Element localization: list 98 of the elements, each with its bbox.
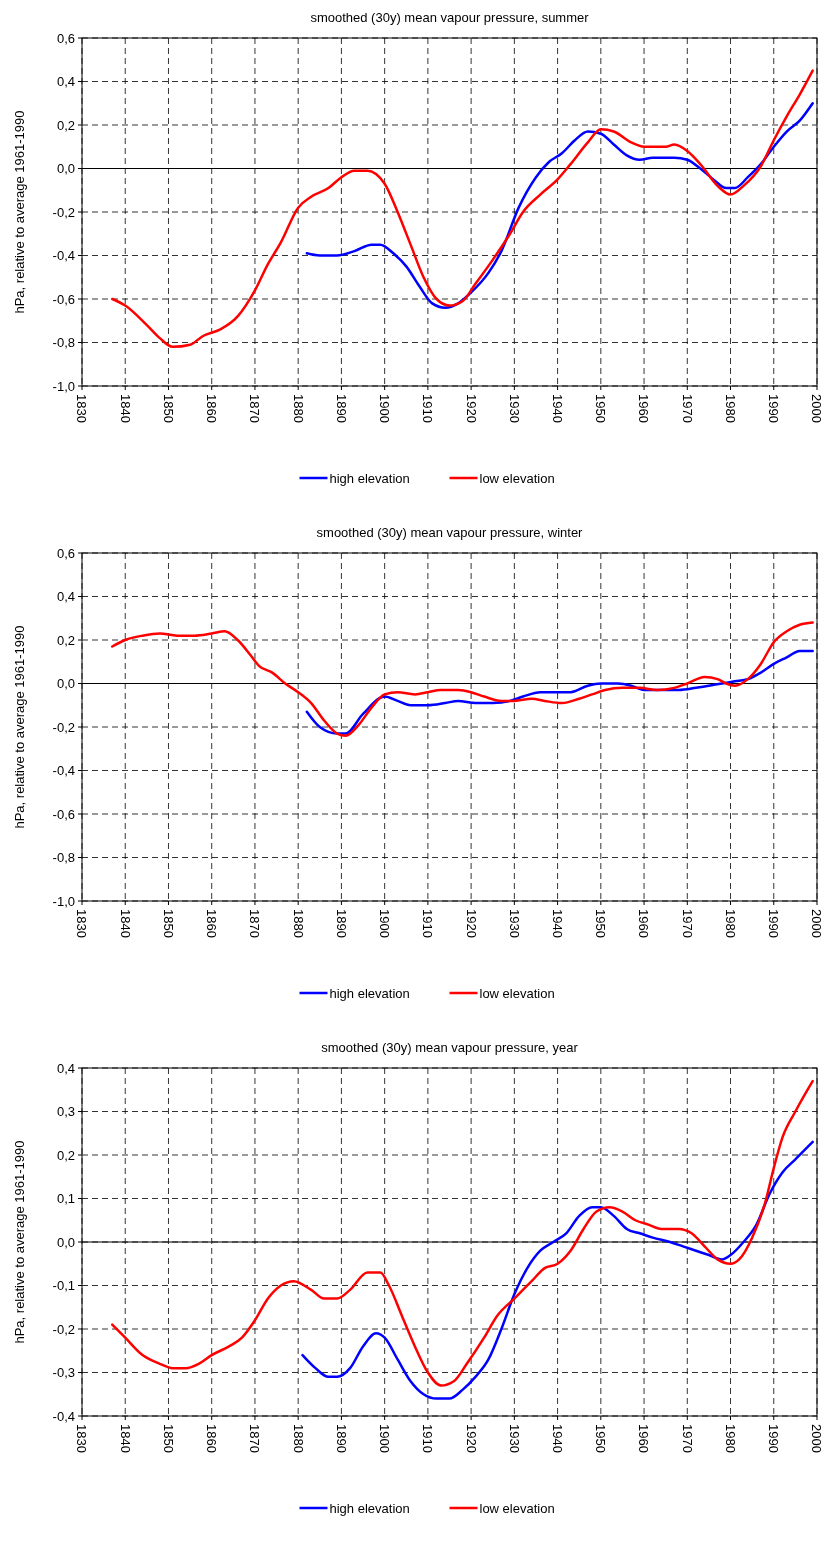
x-tick-label: 1840 [117,909,133,938]
line-series [305,649,814,735]
x-tick-label: 1850 [160,909,176,938]
y-tick-label: 0,6 [56,30,75,46]
legend-label: high elevation [329,1500,410,1516]
x-tick-label: 1930 [506,909,522,938]
y-tick-label: 0,0 [56,676,75,692]
y-tick-label: -0,4 [52,248,75,264]
y-tick-label: -0,6 [52,806,75,822]
x-tick-label: 1880 [290,394,306,423]
x-tick-label: 1830 [74,1424,90,1453]
x-tick-label: 1850 [160,1424,176,1453]
x-tick-label: 1950 [593,394,609,423]
legend-label: low elevation [479,470,555,486]
legend-label: low elevation [479,985,555,1001]
x-tick-label: 1960 [636,394,652,423]
y-tick-label: -0,2 [52,719,75,735]
x-tick-label: 1830 [74,394,90,423]
y-tick-label: 0,1 [56,1191,75,1207]
x-tick-label: 1940 [550,909,566,938]
line-series [111,1079,814,1387]
x-tick-label: 1870 [247,1424,263,1453]
x-tick-label: 2000 [809,909,825,938]
legend-label: high elevation [329,985,410,1001]
chart-title: smoothed (30y) mean vapour pressure, year [321,1040,579,1055]
y-axis-title: hPa, relative to average 1961-1990 [12,110,27,314]
y-tick-label: -0,4 [52,763,75,779]
y-tick-label: -0,6 [52,291,75,307]
x-tick-label: 1870 [247,394,263,423]
x-tick-label: 1920 [463,1424,479,1453]
x-tick-label: 1860 [204,394,220,423]
x-tick-label: 1910 [420,394,436,423]
x-tick-label: 1860 [204,1424,220,1453]
x-tick-label: 1900 [377,1424,393,1453]
y-tick-label: -0,1 [52,1278,75,1294]
y-tick-label: 0,2 [56,117,75,133]
y-tick-label: -0,8 [52,335,75,351]
x-tick-label: 1900 [377,394,393,423]
x-tick-label: 1850 [160,394,176,423]
x-tick-label: 1920 [463,394,479,423]
x-tick-label: 1940 [550,394,566,423]
x-tick-label: 1980 [722,909,738,938]
x-tick-label: 1930 [506,1424,522,1453]
x-tick-label: 1990 [766,909,782,938]
y-tick-label: 0,0 [56,161,75,177]
x-tick-label: 1830 [74,909,90,938]
y-tick-label: 0,4 [56,589,75,605]
chart-title: smoothed (30y) mean vapour pressure, summer [310,10,590,25]
chart-title: smoothed (30y) mean vapour pressure, winter [316,525,584,540]
y-axis-title: hPa, relative to average 1961-1990 [12,625,27,829]
x-tick-label: 1950 [593,909,609,938]
line-series [301,1140,814,1400]
x-tick-label: 1910 [420,1424,436,1453]
x-tick-label: 1840 [117,394,133,423]
x-tick-label: 1960 [636,1424,652,1453]
x-tick-label: 1970 [679,1424,695,1453]
legend-label: high elevation [329,470,410,486]
x-tick-label: 1990 [766,394,782,423]
x-tick-label: 1860 [204,909,220,938]
x-tick-label: 1890 [333,1424,349,1453]
x-tick-label: 2000 [809,394,825,423]
y-tick-label: -1,0 [52,378,75,394]
y-tick-label: -1,0 [52,893,75,909]
x-tick-label: 1990 [766,1424,782,1453]
y-tick-label: 0,2 [56,1147,75,1163]
y-axis-title: hPa, relative to average 1961-1990 [12,1140,27,1344]
y-tick-label: 0,0 [56,1234,75,1250]
legend-label: low elevation [479,1500,555,1516]
line-series [111,69,814,349]
y-tick-label: -0,2 [52,204,75,220]
x-tick-label: 2000 [809,1424,825,1453]
y-tick-label: 0,6 [56,545,75,561]
y-tick-label: 0,2 [56,632,75,648]
x-tick-label: 1890 [333,909,349,938]
x-tick-label: 1960 [636,909,652,938]
x-tick-label: 1970 [679,394,695,423]
x-tick-label: 1950 [593,1424,609,1453]
x-tick-label: 1840 [117,1424,133,1453]
x-tick-label: 1880 [290,909,306,938]
y-tick-label: 0,4 [56,1060,75,1076]
x-tick-label: 1900 [377,909,393,938]
x-tick-label: 1980 [722,394,738,423]
x-tick-label: 1890 [333,394,349,423]
x-tick-label: 1910 [420,909,436,938]
x-tick-label: 1940 [550,1424,566,1453]
x-tick-label: 1870 [247,909,263,938]
x-tick-label: 1880 [290,1424,306,1453]
y-tick-label: -0,8 [52,850,75,866]
y-tick-label: -0,2 [52,1321,75,1337]
x-tick-label: 1980 [722,1424,738,1453]
y-tick-label: 0,3 [56,1104,75,1120]
y-tick-label: 0,4 [56,74,75,90]
x-tick-label: 1920 [463,909,479,938]
x-tick-label: 1970 [679,909,695,938]
line-series [111,621,814,737]
y-tick-label: -0,3 [52,1365,75,1381]
y-tick-label: -0,4 [52,1408,75,1424]
x-tick-label: 1930 [506,394,522,423]
